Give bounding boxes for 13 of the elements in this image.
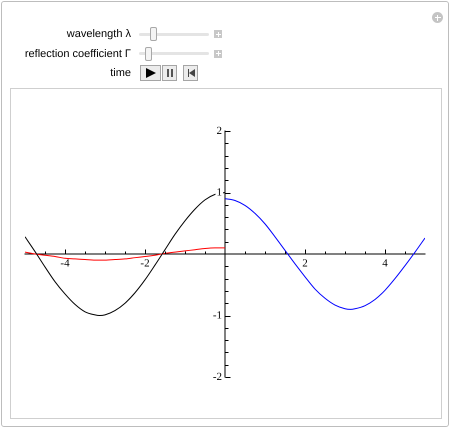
x-tick-label: -2: [140, 257, 150, 270]
x-tick-label: 2: [302, 257, 308, 270]
y-tick-label: -1: [212, 309, 222, 322]
text: reflection coefficient Γ: [24, 46, 131, 62]
y-tick-label: 1: [216, 186, 222, 198]
text: wavelength λ: [66, 27, 131, 42]
y-tick-label: 2: [216, 124, 222, 137]
y-tick-label: -2: [212, 370, 222, 383]
line-series: [224, 198, 425, 310]
x-tick-label: 4: [382, 257, 388, 270]
line-series: [25, 247, 226, 261]
x-tick-label: -4: [60, 257, 70, 270]
text: time: [109, 66, 131, 81]
